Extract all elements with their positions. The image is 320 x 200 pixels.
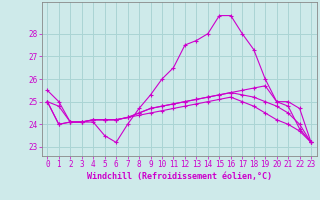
X-axis label: Windchill (Refroidissement éolien,°C): Windchill (Refroidissement éolien,°C) — [87, 172, 272, 181]
